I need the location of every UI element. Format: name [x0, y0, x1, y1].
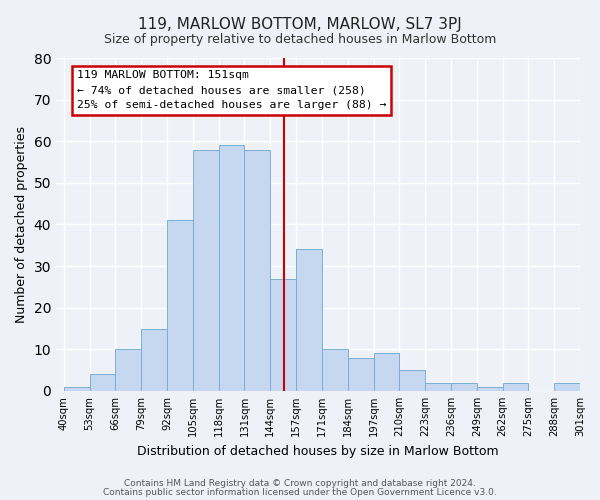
Bar: [503, 382, 529, 391]
X-axis label: Distribution of detached houses by size in Marlow Bottom: Distribution of detached houses by size …: [137, 444, 499, 458]
Text: Contains public sector information licensed under the Open Government Licence v3: Contains public sector information licen…: [103, 488, 497, 497]
Bar: [244, 150, 270, 391]
Bar: [400, 370, 425, 391]
Bar: [296, 250, 322, 391]
Bar: [477, 387, 503, 391]
Text: Contains HM Land Registry data © Crown copyright and database right 2024.: Contains HM Land Registry data © Crown c…: [124, 479, 476, 488]
Bar: [193, 150, 218, 391]
Y-axis label: Number of detached properties: Number of detached properties: [15, 126, 28, 323]
Text: Size of property relative to detached houses in Marlow Bottom: Size of property relative to detached ho…: [104, 32, 496, 46]
Bar: [64, 387, 89, 391]
Bar: [270, 278, 296, 391]
Bar: [89, 374, 115, 391]
Bar: [374, 354, 400, 391]
Bar: [322, 350, 348, 391]
Bar: [348, 358, 374, 391]
Bar: [115, 350, 141, 391]
Text: 119, MARLOW BOTTOM, MARLOW, SL7 3PJ: 119, MARLOW BOTTOM, MARLOW, SL7 3PJ: [138, 18, 462, 32]
Bar: [218, 146, 244, 391]
Bar: [554, 382, 580, 391]
Bar: [167, 220, 193, 391]
Bar: [141, 328, 167, 391]
Text: 119 MARLOW BOTTOM: 151sqm
← 74% of detached houses are smaller (258)
25% of semi: 119 MARLOW BOTTOM: 151sqm ← 74% of detac…: [77, 70, 386, 110]
Bar: [451, 382, 477, 391]
Bar: [425, 382, 451, 391]
